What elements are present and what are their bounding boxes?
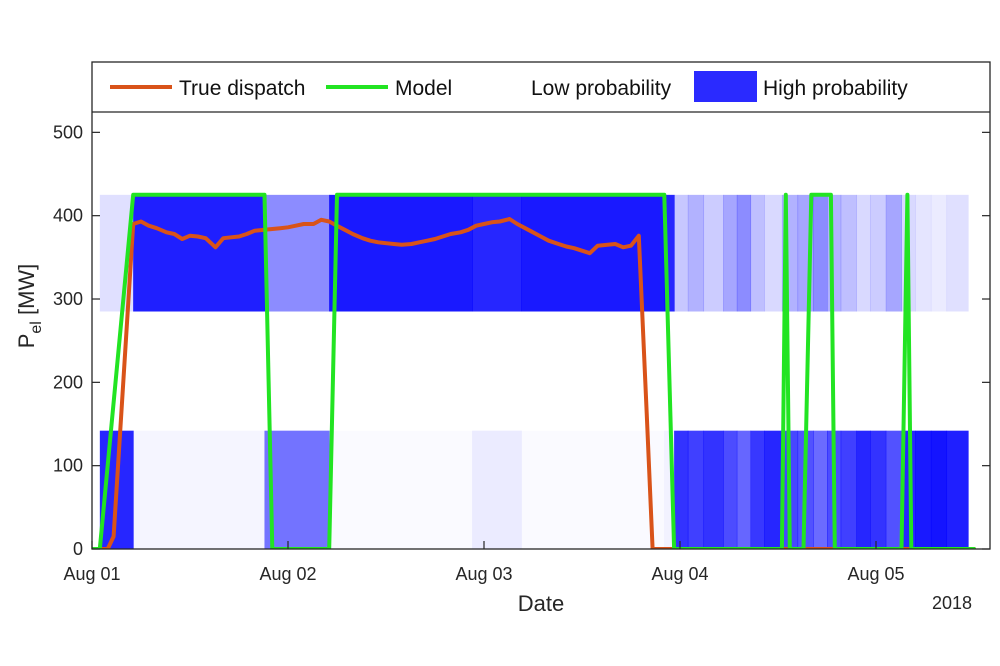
y-tick-label: 0 (73, 539, 83, 559)
prob-cell-upper-23 (915, 194, 932, 312)
y-axis-title-sub: el (28, 321, 45, 333)
legend-label-model: Model (395, 77, 452, 100)
prob-cell-lower-23 (915, 430, 932, 549)
prob-cell-lower-1 (133, 430, 265, 549)
prob-cell-upper-12 (750, 194, 765, 312)
prob-cell-lower-12 (750, 430, 765, 549)
plot-frame (91, 61, 991, 550)
y-tick-label: 500 (53, 122, 83, 142)
y-tick-label: 200 (53, 372, 83, 392)
prob-cell-lower-3 (329, 431, 473, 549)
prob-cell-lower-20 (870, 430, 887, 549)
x-tick-label: Aug 05 (847, 564, 904, 584)
x-tick-label: Aug 02 (259, 564, 316, 584)
y-axis-title-main: P (14, 334, 39, 349)
series-line-true-dispatch (92, 217, 976, 549)
prob-cell-upper-21 (885, 194, 902, 312)
prob-cell-lower-24 (930, 430, 948, 549)
prob-cell-lower-5 (521, 431, 665, 549)
prob-cell-lower-11 (736, 430, 752, 549)
prob-cell-upper-3 (329, 194, 473, 312)
series-line-model (92, 192, 976, 549)
prob-cell-lower-10 (723, 430, 738, 549)
prob-cell-upper-2 (264, 194, 330, 312)
prob-cell-upper-8 (687, 194, 705, 312)
prob-cell-lower-4 (472, 430, 522, 549)
legend-label-high-probability: High probability (763, 77, 908, 100)
prob-cell-upper-18 (840, 194, 857, 312)
prob-cell-lower-19 (856, 430, 871, 549)
series-lines (92, 192, 976, 549)
y-axis-title-unit: [MW] (14, 264, 39, 321)
prob-cell-upper-4 (472, 194, 522, 312)
prob-cell-upper-9 (703, 194, 724, 312)
prob-cell-lower-18 (840, 430, 857, 549)
prob-cell-upper-1 (133, 194, 265, 312)
prob-cell-lower-8 (687, 430, 705, 549)
y-axis: 0 100 200 300 400 500 (53, 122, 990, 559)
prob-cell-upper-20 (870, 194, 887, 312)
x-tick-label: Aug 01 (63, 564, 120, 584)
prob-cell-upper-16 (813, 194, 828, 312)
prob-cell-upper-7 (674, 194, 689, 312)
prob-cell-lower-7 (674, 430, 689, 549)
x-tick-label: Aug 04 (651, 564, 708, 584)
prob-cell-lower-9 (703, 430, 724, 549)
y-tick-label: 400 (53, 206, 83, 226)
y-tick-label: 300 (53, 289, 83, 309)
legend-label-low-probability: Low probability (531, 77, 672, 100)
prob-cell-upper-25 (946, 194, 969, 312)
prob-cell-upper-6 (664, 194, 675, 312)
y-axis-title: Pel [MW] (14, 264, 45, 349)
prob-cell-upper-24 (930, 194, 948, 312)
x-tick-label: Aug 03 (455, 564, 512, 584)
x-axis: Aug 01 Aug 02 Aug 03 Aug 04 Aug 05 (63, 541, 905, 584)
probability-bands (99, 194, 969, 549)
prob-cell-lower-16 (813, 430, 828, 549)
prob-cell-upper-19 (856, 194, 871, 312)
x-axis-title: Date (518, 591, 564, 616)
prob-cell-lower-21 (885, 430, 902, 549)
prob-cell-upper-13 (764, 194, 783, 312)
svg-text:Pel [MW]: Pel [MW] (14, 264, 45, 349)
prob-cell-upper-10 (723, 194, 738, 312)
legend: True dispatch Model Low probability High… (110, 71, 908, 102)
prob-cell-lower-2 (264, 430, 330, 549)
legend-label-true-dispatch: True dispatch (179, 77, 305, 100)
legend-swatch-high-probability (694, 71, 757, 102)
prob-cell-upper-11 (736, 194, 752, 312)
y-tick-label: 100 (53, 456, 83, 476)
year-label: 2018 (932, 593, 972, 613)
prob-cell-lower-13 (764, 430, 783, 549)
prob-cell-lower-25 (946, 430, 969, 549)
prob-cell-lower-6 (664, 430, 675, 549)
